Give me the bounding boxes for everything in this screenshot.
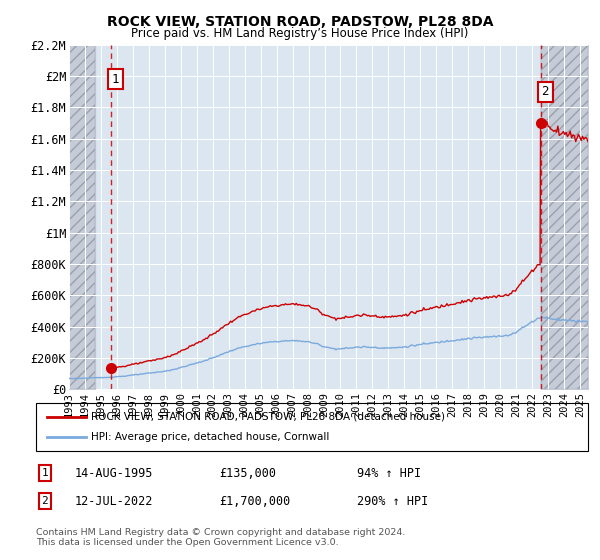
Text: 1: 1 xyxy=(112,73,119,86)
Text: 12-JUL-2022: 12-JUL-2022 xyxy=(75,494,154,508)
Text: ROCK VIEW, STATION ROAD, PADSTOW, PL28 8DA (detached house): ROCK VIEW, STATION ROAD, PADSTOW, PL28 8… xyxy=(91,412,445,422)
Text: 14-AUG-1995: 14-AUG-1995 xyxy=(75,466,154,480)
Text: 94% ↑ HPI: 94% ↑ HPI xyxy=(357,466,421,480)
Text: Contains HM Land Registry data © Crown copyright and database right 2024.
This d: Contains HM Land Registry data © Crown c… xyxy=(36,528,406,547)
Text: HPI: Average price, detached house, Cornwall: HPI: Average price, detached house, Corn… xyxy=(91,432,329,442)
Text: ROCK VIEW, STATION ROAD, PADSTOW, PL28 8DA: ROCK VIEW, STATION ROAD, PADSTOW, PL28 8… xyxy=(107,15,493,29)
Text: 290% ↑ HPI: 290% ↑ HPI xyxy=(357,494,428,508)
Text: £1,700,000: £1,700,000 xyxy=(219,494,290,508)
Text: 1: 1 xyxy=(41,468,49,478)
Text: 2: 2 xyxy=(41,496,49,506)
Text: Price paid vs. HM Land Registry’s House Price Index (HPI): Price paid vs. HM Land Registry’s House … xyxy=(131,27,469,40)
Text: 2: 2 xyxy=(542,85,549,98)
Text: £135,000: £135,000 xyxy=(219,466,276,480)
